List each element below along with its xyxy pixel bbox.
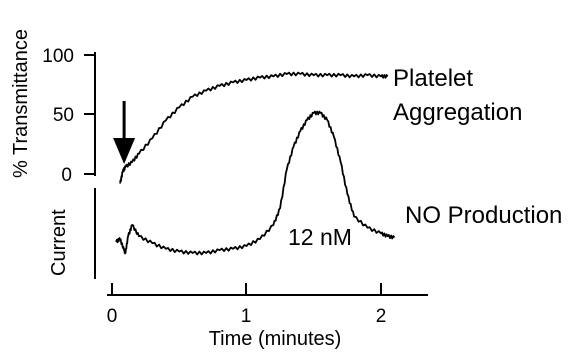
x-tick-label-2: 2 bbox=[376, 306, 387, 327]
concentration-annotation: 12 nM bbox=[288, 224, 352, 250]
down-arrow-icon bbox=[113, 101, 136, 164]
top-y-axis-title: % Transmittance bbox=[10, 29, 32, 178]
x-tick-label-0: 0 bbox=[107, 306, 118, 327]
top-y-tick-label-50: 50 bbox=[53, 105, 74, 126]
top-panel-y-axis: 100 50 0 % Transmittance bbox=[10, 29, 96, 186]
x-axis-title: Time (minutes) bbox=[209, 328, 342, 350]
series-label-no-production: NO Production bbox=[405, 202, 562, 229]
platelet-aggregation-trace bbox=[119, 71, 389, 184]
top-y-tick-label-100: 100 bbox=[42, 46, 74, 67]
x-axis: 0 1 2 Time (minutes) bbox=[107, 283, 428, 350]
bottom-panel-y-axis: Current bbox=[48, 188, 96, 279]
x-tick-label-1: 1 bbox=[241, 306, 252, 327]
no-production-trace bbox=[115, 110, 396, 256]
top-y-tick-label-0: 0 bbox=[61, 165, 72, 186]
bottom-y-axis-title: Current bbox=[48, 209, 70, 276]
series-label-platelet: Platelet Aggregation bbox=[393, 65, 522, 126]
